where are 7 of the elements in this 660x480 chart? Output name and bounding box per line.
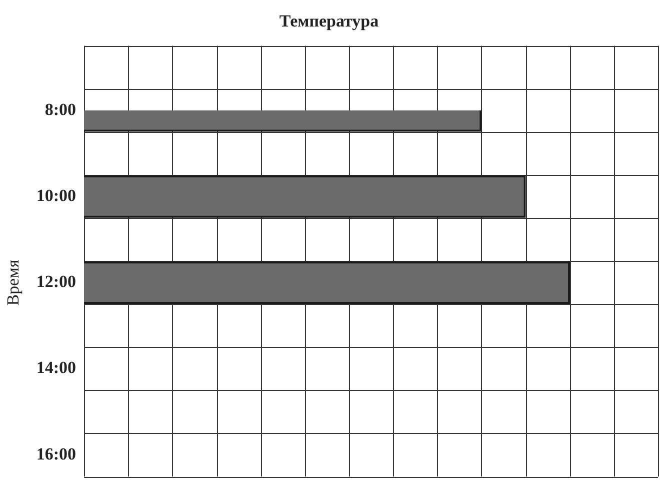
y-tick-label: 8:00 xyxy=(44,100,76,119)
y-tick-label: 12:00 xyxy=(36,272,76,292)
chart-title: Температура xyxy=(279,12,380,31)
y-tick-label: 10:00 xyxy=(36,186,76,205)
y-tick-label: 14:00 xyxy=(36,358,76,378)
y-axis-title: Время xyxy=(4,260,23,306)
y-tick-label: 16:00 xyxy=(36,444,76,464)
